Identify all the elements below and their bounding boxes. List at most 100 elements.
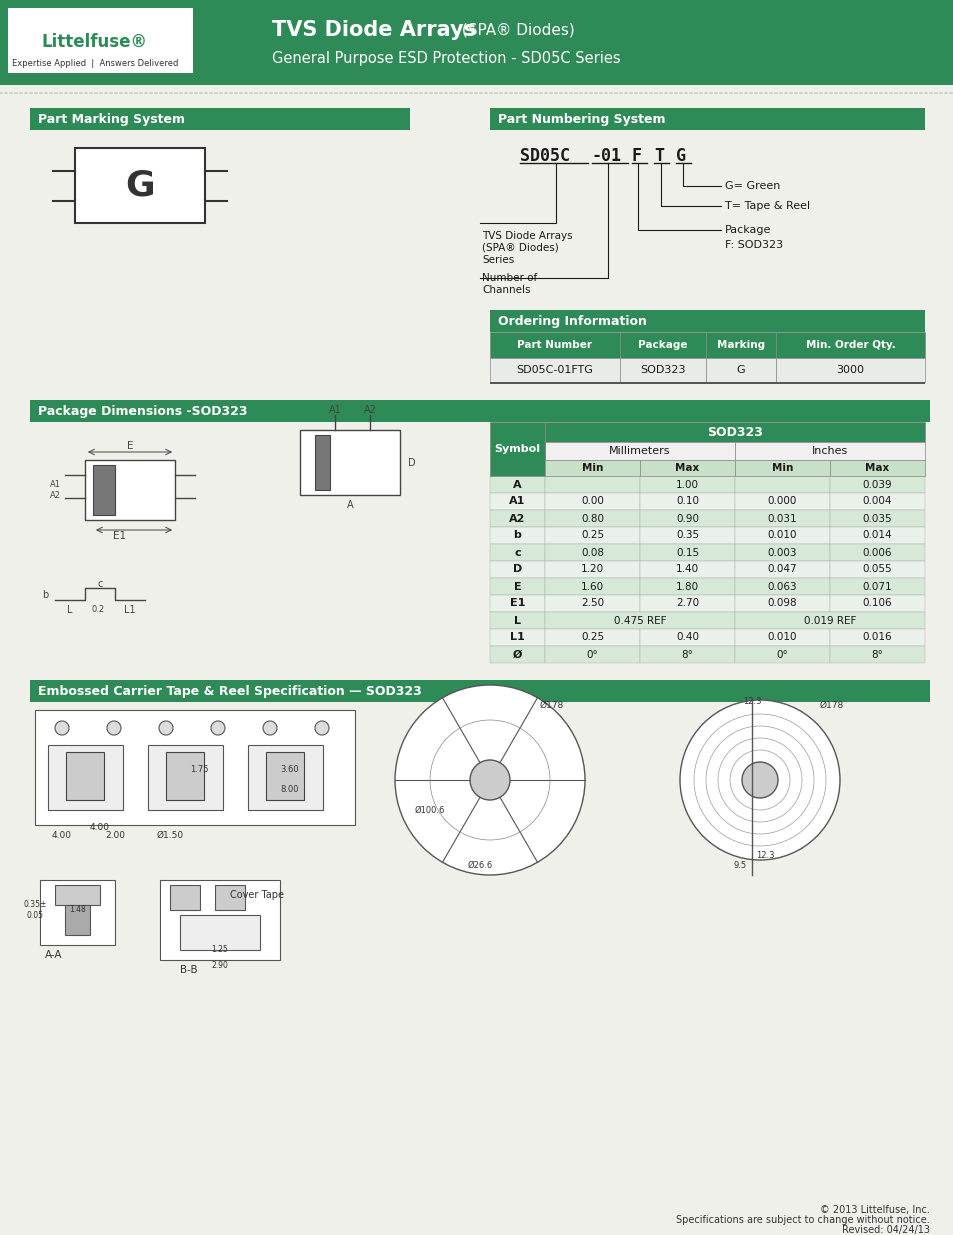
Circle shape [741, 762, 778, 798]
Bar [639, 527, 734, 543]
Bar [30, 400, 929, 422]
Text: Symbol: Symbol [494, 445, 540, 454]
Bar [490, 613, 544, 629]
Text: 0.106: 0.106 [862, 599, 891, 609]
Bar [544, 578, 639, 595]
Text: TVS Diode Arrays: TVS Diode Arrays [481, 231, 572, 241]
Text: F: SOD323: F: SOD323 [724, 240, 782, 249]
Bar [734, 493, 829, 510]
Text: 0.010: 0.010 [767, 531, 797, 541]
Text: Expertise Applied  |  Answers Delivered: Expertise Applied | Answers Delivered [11, 58, 178, 68]
Bar [544, 510, 639, 527]
Text: G: G [125, 168, 154, 203]
Text: 0.035: 0.035 [862, 514, 891, 524]
Text: 0.004: 0.004 [862, 496, 891, 506]
Text: 12.3: 12.3 [755, 851, 774, 860]
Text: T= Tape & Reel: T= Tape & Reel [724, 201, 809, 211]
Bar [544, 459, 639, 475]
Bar [299, 430, 399, 495]
Bar [490, 358, 619, 382]
Text: Package Dimensions -SOD323: Package Dimensions -SOD323 [38, 405, 247, 417]
Text: Ø1.50: Ø1.50 [156, 830, 183, 840]
Text: SD05C-01FTG: SD05C-01FTG [516, 366, 593, 375]
Text: Part Numbering System: Part Numbering System [497, 112, 665, 126]
Text: TVS Diode Arrays: TVS Diode Arrays [272, 20, 476, 40]
Bar [829, 578, 924, 595]
Bar [544, 646, 639, 663]
Bar [829, 646, 924, 663]
Text: T: T [654, 147, 663, 165]
Bar [734, 561, 829, 578]
Bar [85, 459, 174, 520]
Text: Part Number: Part Number [517, 340, 592, 350]
Text: Max: Max [864, 463, 889, 473]
Bar [639, 561, 734, 578]
Text: 0°: 0° [586, 650, 598, 659]
Text: 0.35±
0.05: 0.35± 0.05 [23, 900, 47, 920]
Bar [166, 752, 204, 800]
Text: E1: E1 [113, 531, 127, 541]
Text: G= Green: G= Green [724, 182, 780, 191]
Text: A1
A2: A1 A2 [50, 480, 60, 500]
Bar [829, 595, 924, 613]
Bar [639, 595, 734, 613]
Bar [170, 885, 200, 910]
Bar [490, 561, 544, 578]
Text: 0.016: 0.016 [862, 632, 891, 642]
Text: A1: A1 [328, 405, 341, 415]
Text: 0.014: 0.014 [862, 531, 891, 541]
Text: 0.2: 0.2 [91, 605, 105, 615]
Text: D: D [513, 564, 521, 574]
Text: 2.00: 2.00 [105, 830, 125, 840]
Text: 0.055: 0.055 [862, 564, 891, 574]
Text: 0.25: 0.25 [580, 632, 603, 642]
Bar [829, 561, 924, 578]
Bar [775, 358, 924, 382]
Bar [490, 543, 544, 561]
Text: Min. Order Qty.: Min. Order Qty. [804, 340, 895, 350]
Circle shape [395, 685, 584, 876]
Bar [734, 595, 829, 613]
Text: 3.60: 3.60 [280, 766, 298, 774]
Text: Inches: Inches [811, 446, 847, 456]
Text: Package: Package [724, 225, 771, 235]
Bar [829, 459, 924, 475]
Bar [180, 915, 260, 950]
Text: G: G [736, 366, 744, 375]
Text: L: L [514, 615, 520, 625]
Bar [734, 543, 829, 561]
Bar [639, 543, 734, 561]
Bar [829, 527, 924, 543]
Text: Littelfuse®: Littelfuse® [42, 33, 148, 51]
Text: 0.010: 0.010 [767, 632, 797, 642]
Bar [639, 646, 734, 663]
Text: Millimeters: Millimeters [609, 446, 670, 456]
Bar [48, 745, 123, 810]
Bar [8, 7, 193, 73]
Bar [734, 442, 924, 459]
Bar [639, 510, 734, 527]
Text: 0.08: 0.08 [580, 547, 603, 557]
Text: 0.35: 0.35 [676, 531, 699, 541]
Text: Series: Series [481, 254, 514, 266]
Bar [734, 459, 829, 475]
Text: 0.15: 0.15 [676, 547, 699, 557]
Text: L1: L1 [124, 605, 135, 615]
Text: c: c [97, 579, 103, 589]
Bar [30, 680, 929, 701]
Bar [490, 493, 544, 510]
Circle shape [470, 760, 510, 800]
Bar [639, 629, 734, 646]
Text: L1: L1 [510, 632, 524, 642]
Bar [544, 595, 639, 613]
Bar [544, 442, 734, 459]
Bar [55, 885, 100, 905]
Bar [734, 475, 829, 493]
Text: L: L [67, 605, 72, 615]
Text: 4.00: 4.00 [90, 824, 110, 832]
Bar [66, 752, 104, 800]
Text: B-B: B-B [180, 965, 197, 974]
Text: Marking: Marking [717, 340, 764, 350]
Text: Ø26.6: Ø26.6 [467, 861, 492, 869]
Bar [490, 527, 544, 543]
